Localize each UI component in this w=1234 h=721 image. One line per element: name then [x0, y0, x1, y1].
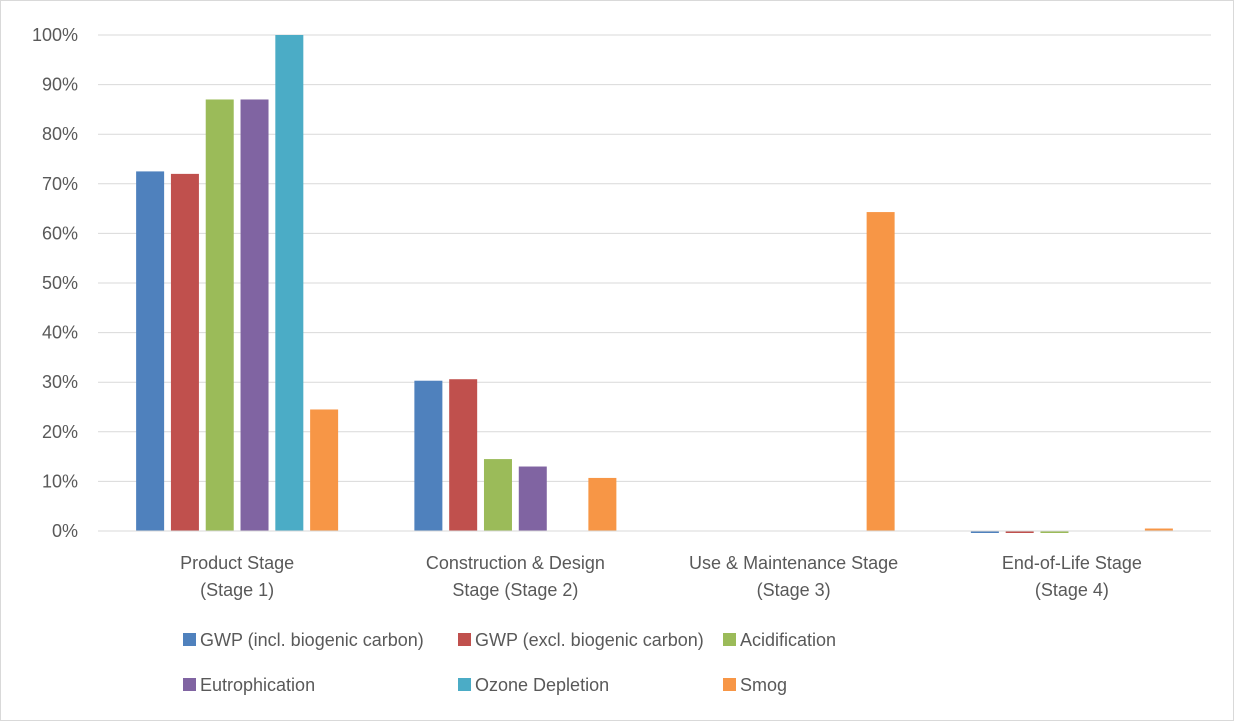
y-tick-label: 50% [42, 273, 78, 293]
bar [240, 99, 269, 531]
legend-swatch [183, 678, 196, 691]
y-tick-label: 20% [42, 422, 78, 442]
bar [310, 409, 339, 531]
legend-label: GWP (excl. biogenic carbon) [475, 630, 704, 650]
x-category-label: Construction & Design [426, 553, 605, 573]
legend-swatch [458, 633, 471, 646]
bar [205, 99, 234, 531]
legend-label: Ozone Depletion [475, 675, 609, 695]
legend-label: Acidification [740, 630, 836, 650]
y-tick-label: 10% [42, 471, 78, 491]
y-tick-label: 60% [42, 223, 78, 243]
x-category-label: (Stage 1) [200, 580, 274, 600]
legend-swatch [458, 678, 471, 691]
bar [518, 466, 547, 531]
y-axis-ticks: 0% 10% 20% 30% 40% 50% 60% 70% 80% 90% 100% [32, 25, 78, 541]
legend-swatch [183, 633, 196, 646]
x-category-label: (Stage 4) [1035, 580, 1109, 600]
y-tick-label: 0% [52, 521, 78, 541]
x-category-label: Product Stage [180, 553, 294, 573]
bar [866, 212, 895, 531]
bar [414, 380, 443, 531]
legend: GWP (incl. biogenic carbon) GWP (excl. bi… [183, 630, 836, 695]
legend-swatch [723, 633, 736, 646]
legend-label: Eutrophication [200, 675, 315, 695]
x-category-label: (Stage 3) [757, 580, 831, 600]
bar [970, 531, 999, 533]
x-axis-categories: Product Stage (Stage 1) Construction & Des… [180, 553, 1142, 600]
y-tick-label: 100% [32, 25, 78, 45]
y-tick-label: 40% [42, 323, 78, 343]
bar [1040, 531, 1069, 533]
bar [275, 35, 304, 531]
y-tick-label: 80% [42, 124, 78, 144]
bar [1144, 528, 1173, 531]
y-tick-label: 70% [42, 174, 78, 194]
bar [170, 173, 199, 531]
x-category-label: Use & Maintenance Stage [689, 553, 898, 573]
bar [449, 379, 478, 531]
legend-label: GWP (incl. biogenic carbon) [200, 630, 424, 650]
y-tick-label: 90% [42, 75, 78, 95]
x-category-label: Stage (Stage 2) [452, 580, 578, 600]
y-tick-label: 30% [42, 372, 78, 392]
bar [588, 477, 617, 531]
legend-label: Smog [740, 675, 787, 695]
bar [136, 171, 165, 531]
bar [483, 459, 512, 531]
bars [136, 35, 1173, 533]
legend-swatch [723, 678, 736, 691]
bar [1005, 531, 1034, 533]
x-category-label: End-of-Life Stage [1002, 553, 1142, 573]
